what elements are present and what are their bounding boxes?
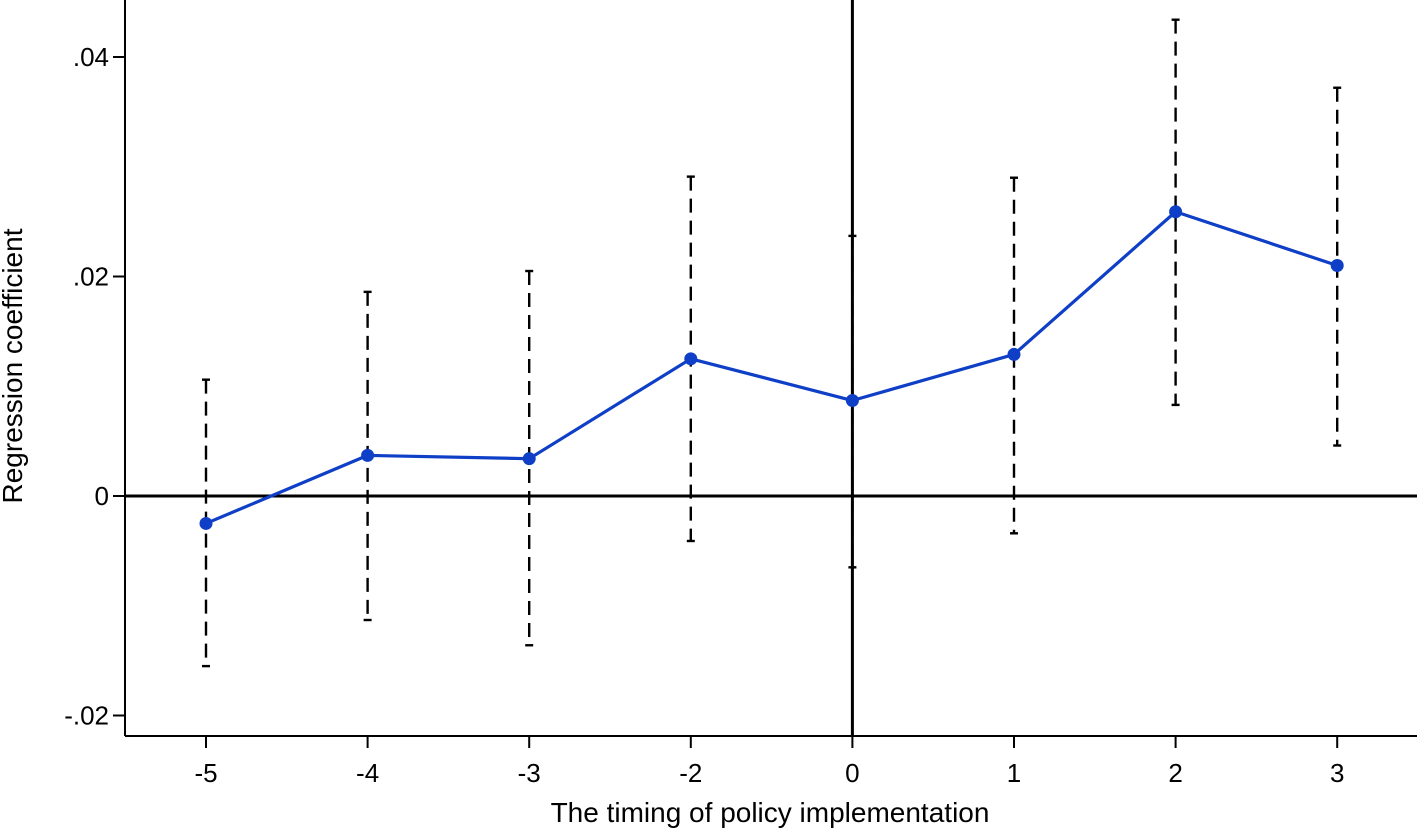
data-point [1169,205,1183,219]
data-point [1007,347,1021,361]
x-tick-label: -3 [518,758,541,788]
y-tick-label: .02 [73,262,109,292]
data-point [1330,259,1344,273]
data-point [199,516,213,530]
tick-labels: -.02 0 .02 .04 -5 -4 -3 -2 0 1 2 3 [64,42,1344,788]
series [199,205,1344,530]
x-tick-label: 3 [1330,758,1344,788]
x-tick-label: 2 [1168,758,1182,788]
reference-lines [125,0,1417,736]
data-point [845,394,859,408]
y-tick-label: .04 [73,42,109,72]
y-tick-label: -.02 [64,701,109,731]
data-point [361,448,375,462]
data-point [684,352,698,366]
error-bars [202,18,1342,668]
x-axis-title: The timing of policy implementation [551,797,990,828]
x-tick-label: 0 [845,758,859,788]
x-tick-label: -5 [194,758,217,788]
data-point [522,452,536,466]
y-axis-title: Regression coefficient [0,228,28,503]
axes [113,0,1417,748]
y-tick-label: 0 [95,481,109,511]
x-tick-label: -2 [679,758,702,788]
x-tick-label: 1 [1007,758,1021,788]
series-line [205,210,1338,525]
x-tick-label: -4 [356,758,379,788]
